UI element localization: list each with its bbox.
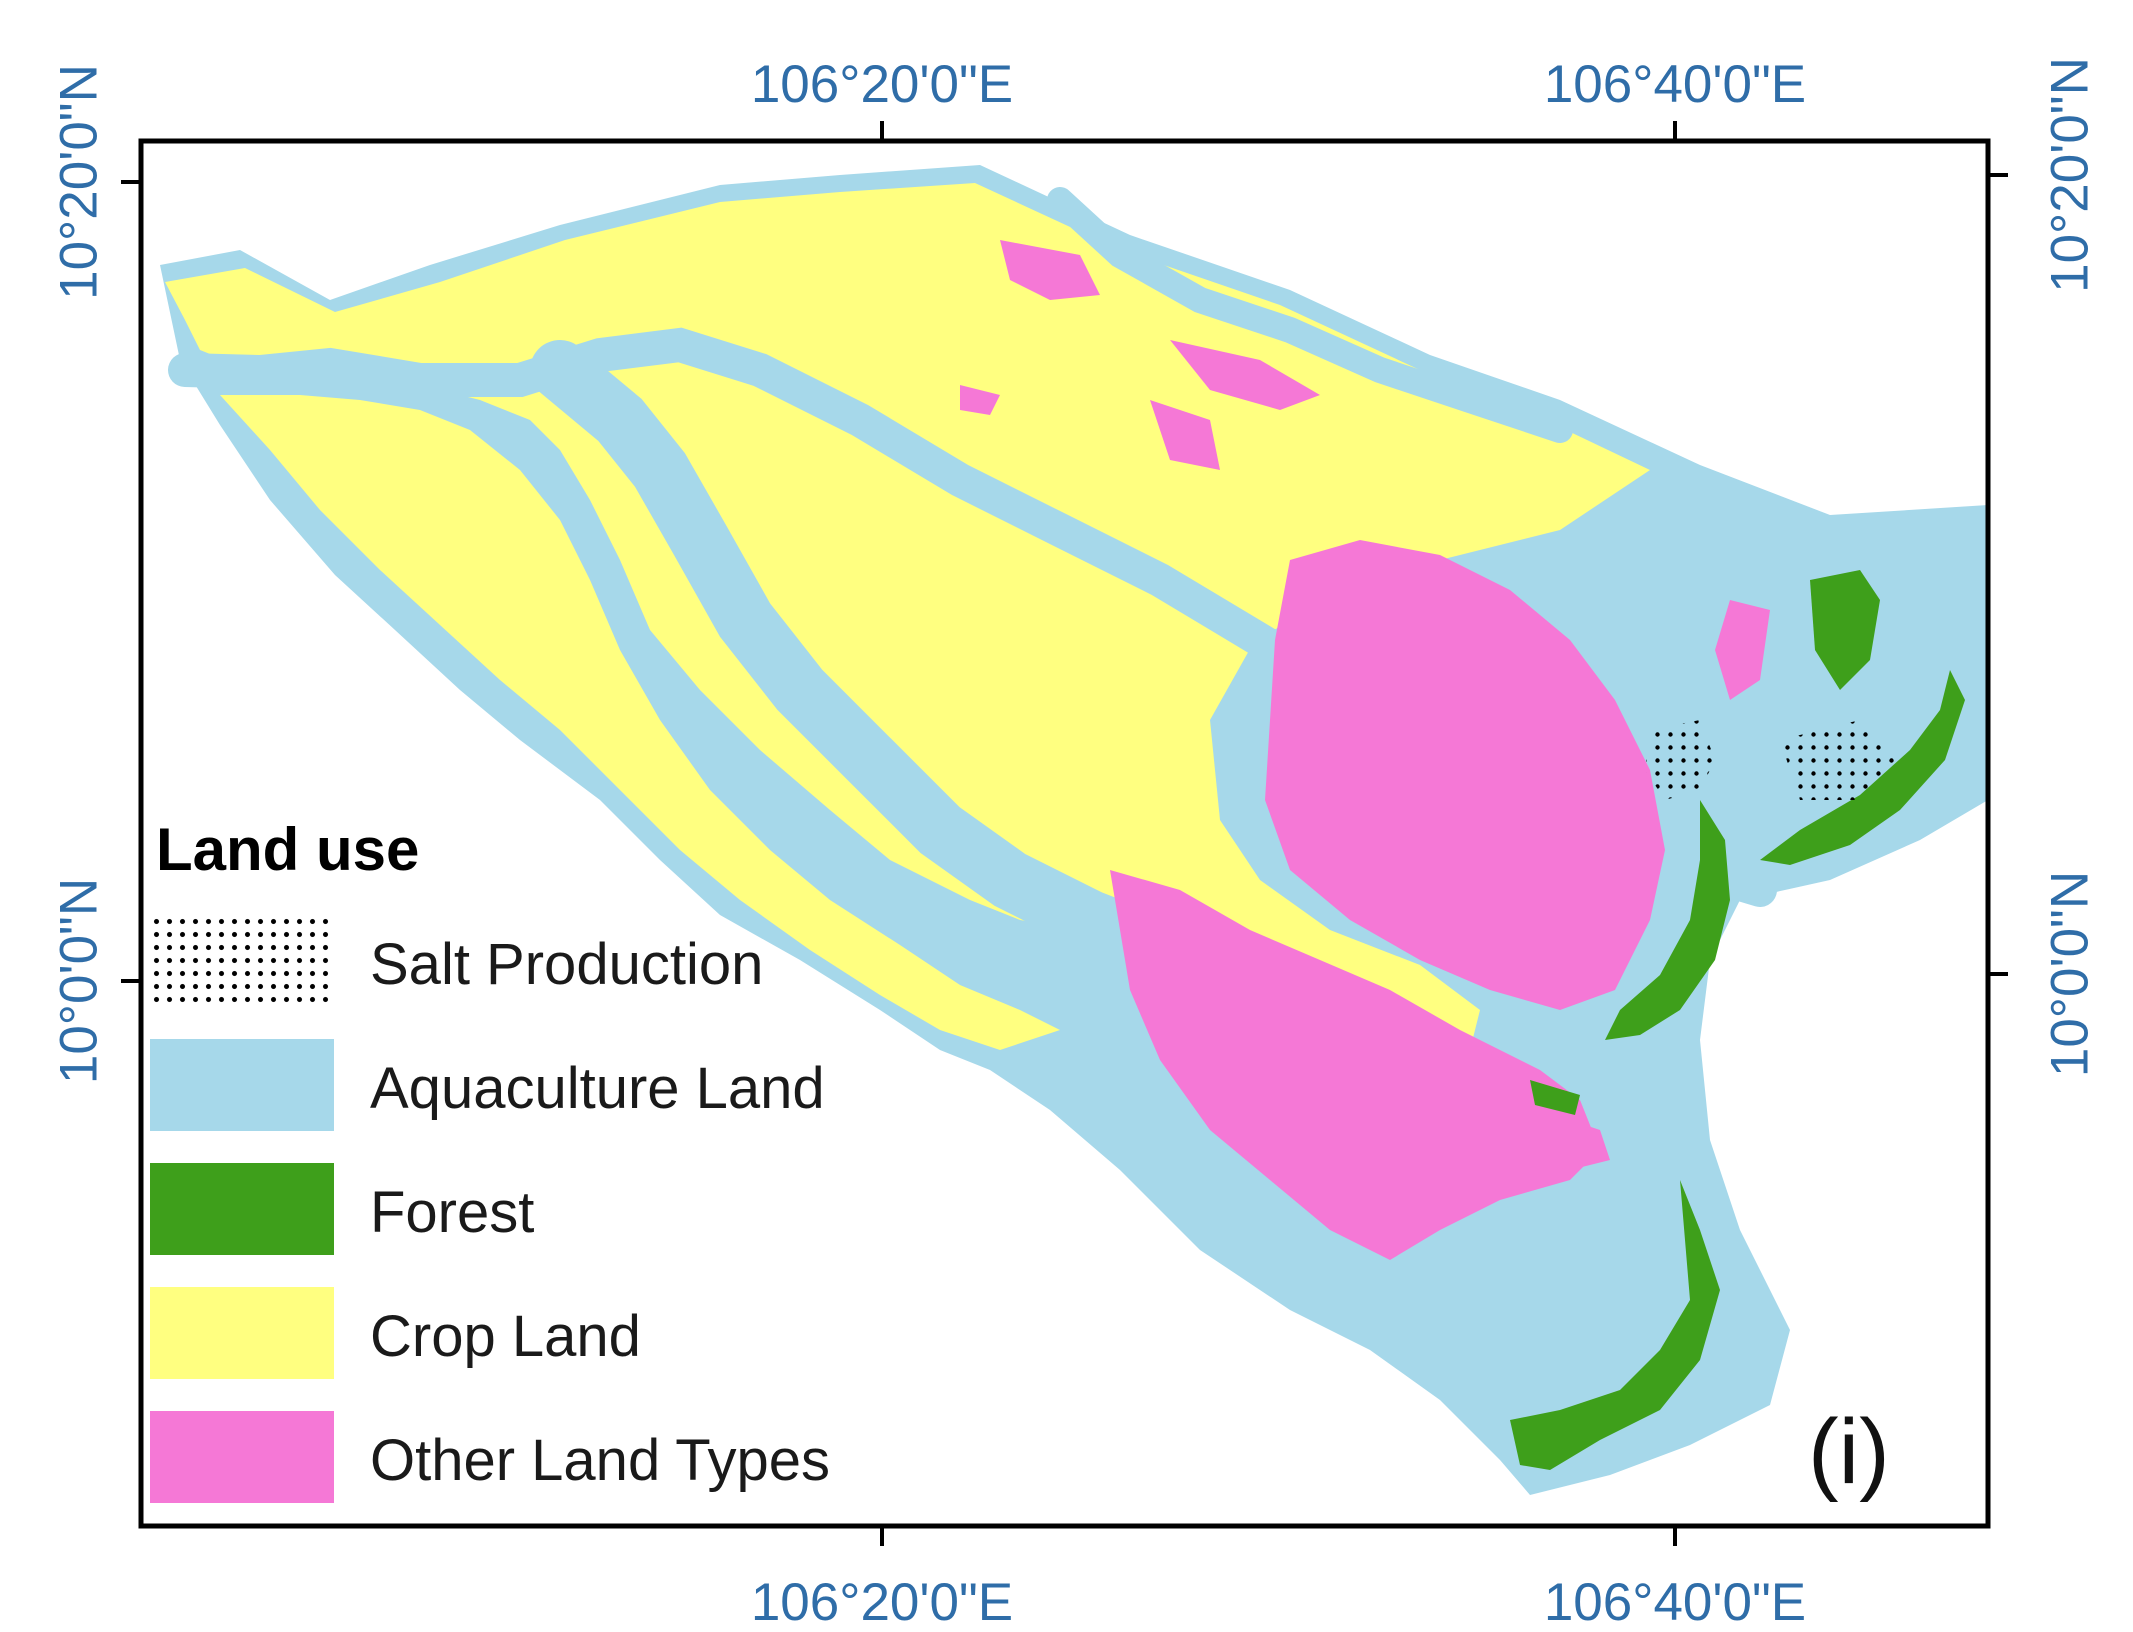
forest-area	[1810, 570, 1880, 690]
legend: Land use Salt Production Aquaculture Lan…	[150, 815, 930, 1515]
crop-land-swatch	[150, 1287, 334, 1379]
forest-swatch	[150, 1163, 334, 1255]
other-land-types-swatch	[150, 1411, 334, 1503]
other-land-area	[1150, 400, 1220, 470]
legend-label: Forest	[370, 1180, 535, 1245]
forest-area	[1605, 800, 1730, 1040]
lat-label-right-10-20: 10°20'0"N	[2040, 57, 2100, 293]
legend-label: Other Land Types	[370, 1428, 831, 1493]
other-land-area	[1265, 540, 1665, 1010]
lon-label-bottom-106-40: 106°40'0"E	[1543, 1573, 1807, 1632]
legend-item-salt-production: Salt Production	[150, 915, 930, 1011]
legend-label: Salt Production	[370, 932, 764, 997]
aquaculture-land-swatch	[150, 1039, 334, 1131]
salt-production-area	[1645, 720, 1715, 800]
river-channel	[1047, 187, 1573, 443]
legend-label: Aquaculture Land	[370, 1056, 825, 1121]
other-land-area	[1715, 600, 1770, 700]
forest-area	[1760, 670, 1965, 865]
salt-production-area	[1780, 720, 1900, 800]
legend-item-crop-land: Crop Land	[150, 1287, 930, 1383]
other-land-area	[1000, 240, 1100, 300]
panel-label: (i)	[1808, 1401, 1890, 1503]
legend-title: Land use	[156, 816, 420, 883]
lon-label-top-106-20: 106°20'0"E	[750, 55, 1014, 114]
lat-label-left-10-20: 10°20'0"N	[49, 64, 109, 300]
legend-item-aquaculture-land: Aquaculture Land	[150, 1039, 930, 1135]
other-land-area	[1170, 340, 1320, 410]
crop-land-area	[220, 395, 1060, 1050]
lon-label-top-106-40: 106°40'0"E	[1543, 55, 1807, 114]
lat-label-right-10-00: 10°0'0"N	[2040, 870, 2100, 1078]
other-land-area	[1110, 870, 1600, 1260]
forest-area	[1510, 1180, 1720, 1470]
other-land-area	[960, 385, 1000, 415]
legend-item-forest: Forest	[150, 1163, 930, 1259]
forest-area	[1530, 1080, 1580, 1115]
tick-marks	[121, 121, 2008, 1546]
other-land-area	[1540, 1110, 1610, 1170]
lon-label-bottom-106-20: 106°20'0"E	[750, 1573, 1014, 1632]
map-frame	[138, 138, 1991, 1529]
legend-item-other-land-types: Other Land Types	[150, 1411, 930, 1507]
lat-label-left-10-00: 10°0'0"N	[49, 877, 109, 1085]
salt-production-swatch	[150, 915, 334, 1007]
legend-label: Crop Land	[370, 1304, 641, 1369]
